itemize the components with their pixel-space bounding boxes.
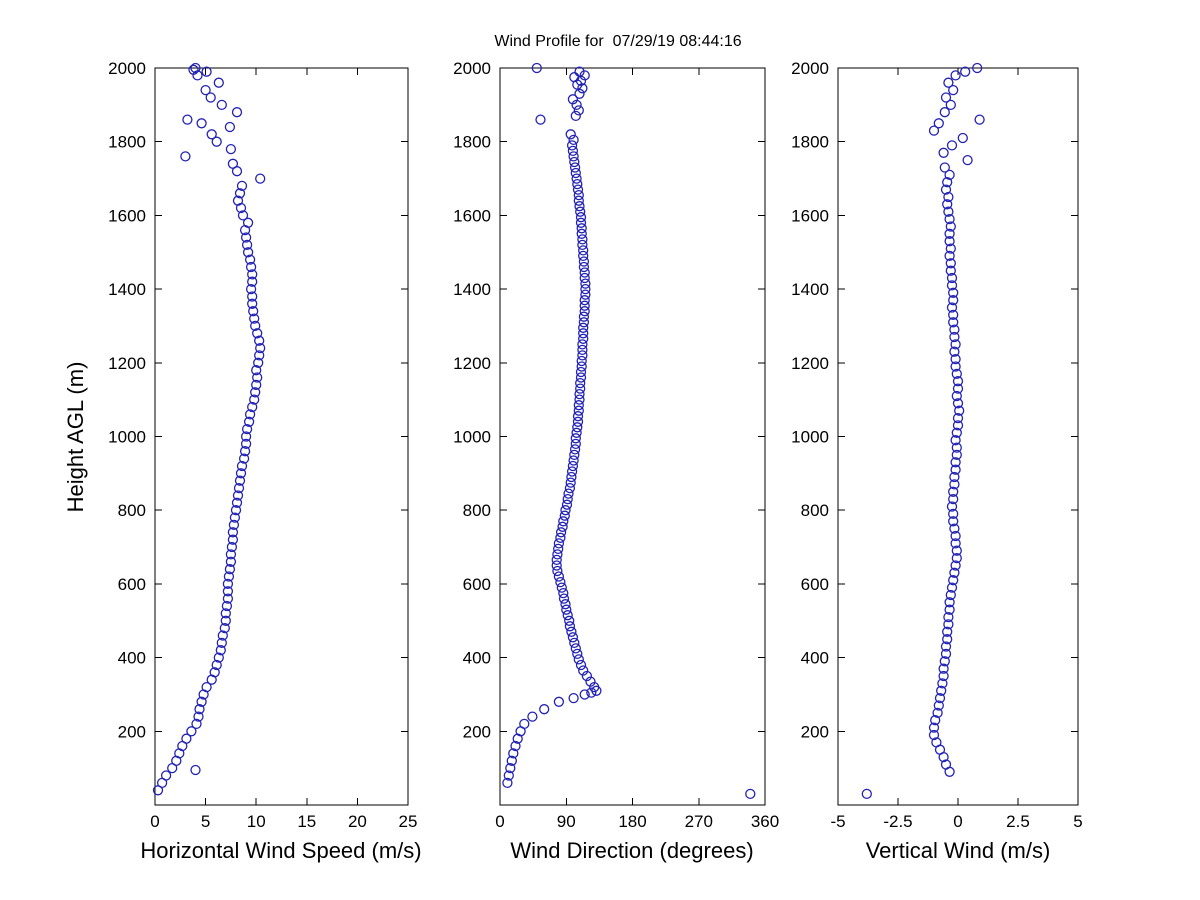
svg-text:-5: -5 — [830, 812, 845, 831]
svg-text:400: 400 — [118, 649, 146, 668]
svg-text:800: 800 — [118, 501, 146, 520]
svg-text:200: 200 — [801, 722, 829, 741]
scatter-points-2 — [861, 62, 985, 800]
svg-text:1000: 1000 — [791, 428, 829, 447]
plot-panel-1: 0 90 180 270 360 200 400 600 800 1000 1200 1400 1600… — [453, 59, 779, 831]
scatter-points-0 — [152, 62, 266, 796]
svg-text:1600: 1600 — [108, 206, 146, 225]
svg-text:1800: 1800 — [108, 133, 146, 152]
svg-text:360: 360 — [751, 812, 779, 831]
svg-text:600: 600 — [801, 575, 829, 594]
svg-text:2.5: 2.5 — [1006, 812, 1030, 831]
svg-text:180: 180 — [618, 812, 646, 831]
svg-text:25: 25 — [399, 812, 418, 831]
svg-text:90: 90 — [557, 812, 576, 831]
svg-text:1800: 1800 — [453, 133, 491, 152]
svg-text:270: 270 — [685, 812, 713, 831]
svg-text:20: 20 — [348, 812, 367, 831]
svg-text:2000: 2000 — [791, 59, 829, 78]
y-axis-label-height-agl: Height AGL (m) — [63, 361, 88, 513]
svg-text:1000: 1000 — [108, 428, 146, 447]
plot-panel-0: 0 5 10 15 20 25 200 400 600 800 1000 1200 1400 1600 18… — [108, 59, 417, 831]
svg-text:2000: 2000 — [453, 59, 491, 78]
svg-text:1400: 1400 — [453, 280, 491, 299]
svg-text:800: 800 — [463, 501, 491, 520]
svg-text:1600: 1600 — [453, 206, 491, 225]
svg-text:1400: 1400 — [791, 280, 829, 299]
svg-text:600: 600 — [118, 575, 146, 594]
svg-text:800: 800 — [801, 501, 829, 520]
svg-text:0: 0 — [953, 812, 962, 831]
svg-text:1200: 1200 — [453, 354, 491, 373]
svg-text:1000: 1000 — [453, 428, 491, 447]
svg-text:0: 0 — [150, 812, 159, 831]
x-axis-label-vertical-wind: Vertical Wind (m/s) — [865, 838, 1051, 863]
svg-text:600: 600 — [463, 575, 491, 594]
x-axis-label-horizontal-wind-speed: Horizontal Wind Speed (m/s) — [140, 838, 422, 863]
svg-text:1200: 1200 — [108, 354, 146, 373]
svg-text:1800: 1800 — [791, 133, 829, 152]
x-axis-label-wind-direction: Wind Direction (degrees) — [510, 838, 754, 863]
svg-text:15: 15 — [297, 812, 316, 831]
scatter-points-1 — [502, 62, 756, 800]
svg-text:5: 5 — [201, 812, 210, 831]
plot-panel-2: -5 -2.5 0 2.5 5 200 400 600 800 1000 1200 1400 1600 1… — [791, 59, 1083, 831]
svg-text:1600: 1600 — [791, 206, 829, 225]
svg-text:5: 5 — [1073, 812, 1082, 831]
svg-text:400: 400 — [801, 649, 829, 668]
svg-text:200: 200 — [118, 722, 146, 741]
svg-text:1200: 1200 — [791, 354, 829, 373]
svg-text:2000: 2000 — [108, 59, 146, 78]
chart-title: Wind Profile for 07/29/19 08:44:16 — [494, 33, 742, 50]
svg-text:1400: 1400 — [108, 280, 146, 299]
svg-text:200: 200 — [463, 722, 491, 741]
svg-text:400: 400 — [463, 649, 491, 668]
svg-text:0: 0 — [495, 812, 504, 831]
svg-text:-2.5: -2.5 — [883, 812, 912, 831]
svg-text:10: 10 — [247, 812, 266, 831]
